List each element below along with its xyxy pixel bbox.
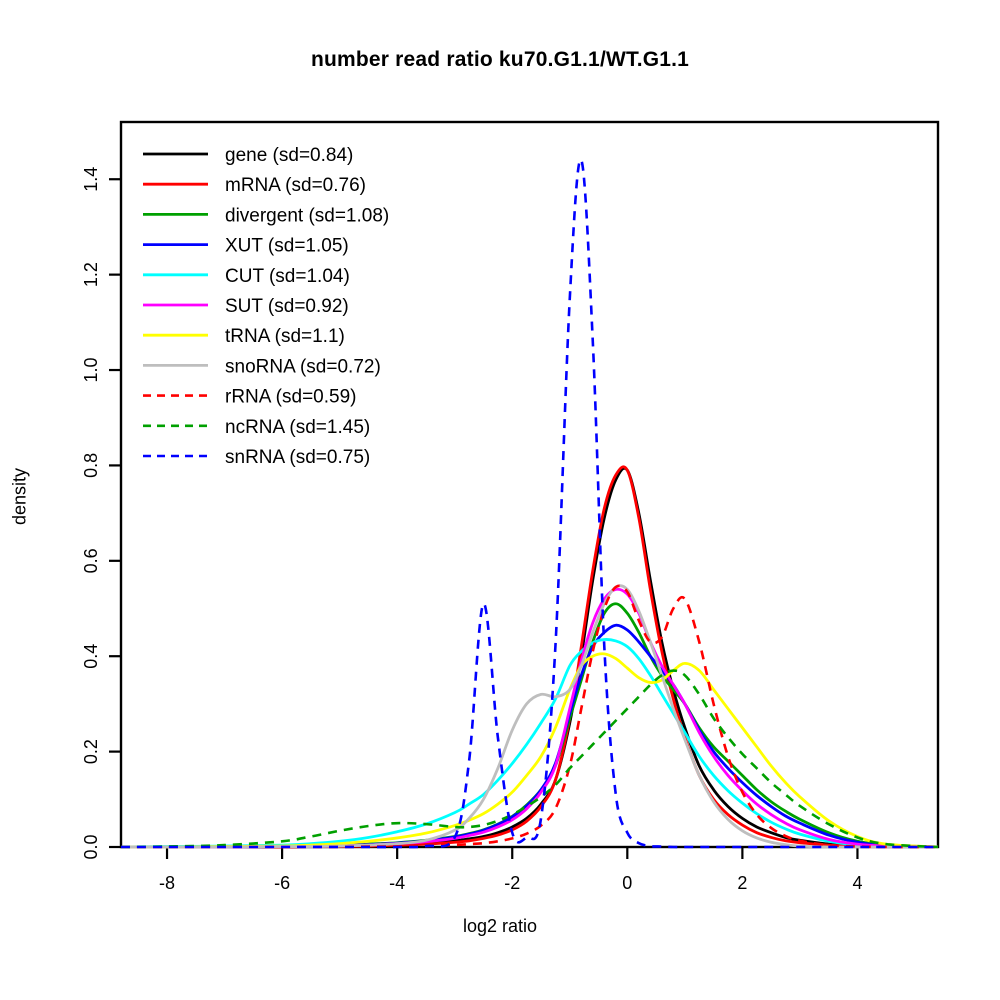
series-line-tRNA: [120, 652, 939, 849]
legend-label-rRNA: rRNA (sd=0.59): [225, 387, 356, 408]
legend-label-snoRNA: snoRNA (sd=0.72): [225, 356, 381, 377]
legend-label-gene: gene (sd=0.84): [225, 145, 353, 166]
x-tick-label: 2: [737, 873, 747, 893]
series-line-SUT: [121, 587, 939, 849]
x-tick-label: -2: [504, 873, 520, 893]
x-tick-label: -8: [159, 873, 175, 893]
x-tick-label: 4: [852, 873, 862, 893]
series-line-mRNA: [121, 465, 939, 849]
series-line-ncRNA: [120, 669, 939, 849]
legend-label-CUT: CUT (sd=1.04): [225, 266, 350, 287]
series-line-snoRNA: [121, 584, 938, 849]
series-line-gene: [121, 466, 939, 849]
legend-label-snRNA: snRNA (sd=0.75): [225, 447, 370, 468]
y-tick-label: 1.0: [81, 358, 101, 383]
y-tick-label: 0.2: [81, 739, 101, 764]
axes-group: -8 -6 -4 -2 0 2 4 0.0 0.2 0.4 0.6 0.8 1.0 1.2 1.4: [81, 120, 940, 893]
x-tick-label: 0: [622, 873, 632, 893]
plot-frame: [119, 120, 940, 849]
y-tick-label: 0.8: [81, 453, 101, 478]
y-tick-label: 0.0: [81, 834, 101, 859]
x-tick-label: -4: [389, 873, 405, 893]
curves-group: [120, 158, 939, 849]
chart-title: number read ratio ku70.G1.1/WT.G1.1: [310, 48, 690, 71]
x-axis-label: log2 ratio: [462, 916, 538, 936]
legend-label-divergent: divergent (sd=1.08): [225, 205, 389, 226]
legend-label-SUT: SUT (sd=0.92): [225, 296, 349, 317]
series-line-snRNA: [121, 158, 938, 849]
series-line-CUT: [120, 638, 939, 849]
legend-label-mRNA: mRNA (sd=0.76): [225, 175, 366, 196]
legend-label-ncRNA: ncRNA (sd=1.45): [225, 417, 370, 438]
legend-label-tRNA: tRNA (sd=1.1): [225, 326, 345, 347]
legend: gene (sd=0.84) mRNA (sd=0.76) divergent (s…: [143, 145, 389, 468]
series-line-XUT: [121, 623, 939, 849]
y-tick-label: 0.6: [81, 548, 101, 573]
y-tick-label: 0.4: [81, 644, 101, 669]
y-tick-label: 1.4: [81, 167, 101, 192]
y-tick-label: 1.2: [81, 262, 101, 287]
legend-label-XUT: XUT (sd=1.05): [225, 236, 349, 257]
x-tick-label: -6: [274, 873, 290, 893]
